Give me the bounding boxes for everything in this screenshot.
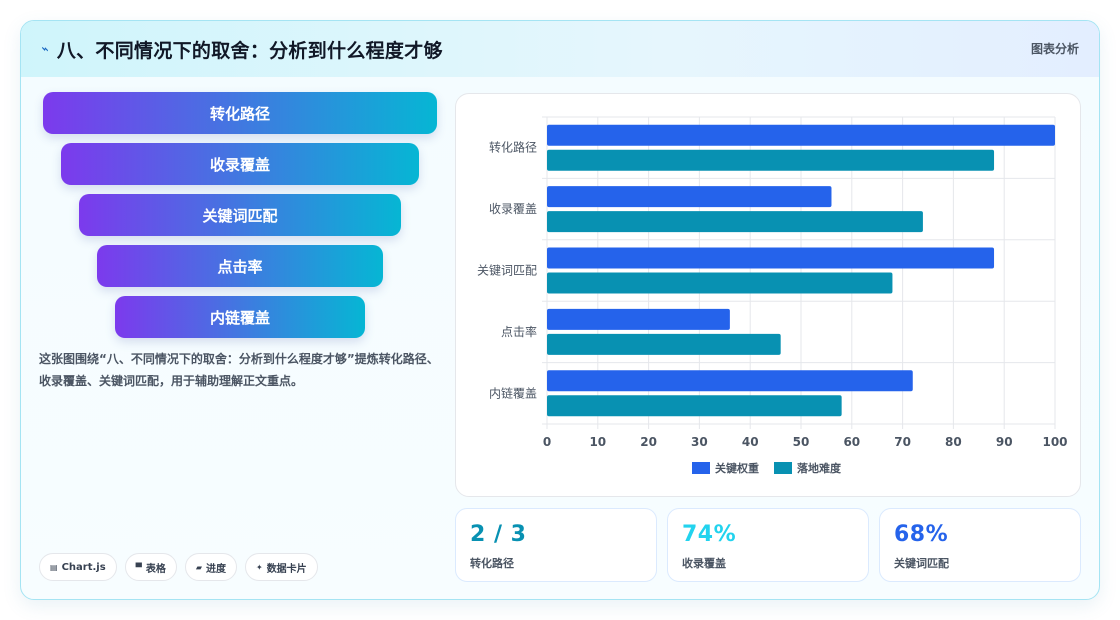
pill-label: 数据卡片 bbox=[266, 563, 307, 575]
bar-weight bbox=[547, 308, 730, 330]
funnel-step-5: 内链覆盖 bbox=[115, 296, 365, 338]
legend-label: 关键权重 bbox=[715, 461, 759, 475]
funnel-step-1: 转化路径 bbox=[43, 92, 437, 134]
pill-label: 进度 bbox=[205, 563, 226, 575]
progress-icon: ▰ bbox=[195, 562, 202, 572]
y-tick-label: 内链覆盖 bbox=[489, 385, 537, 400]
bar-weight bbox=[547, 124, 1055, 146]
stat-value: 74% bbox=[682, 522, 737, 547]
x-tick-label: 10 bbox=[589, 435, 606, 449]
y-tick-label: 收录覆盖 bbox=[489, 202, 537, 216]
header: ⌁ 八、不同情况下的取舍：分析到什么程度才够 图表分析 bbox=[21, 21, 1099, 77]
page-title: 八、不同情况下的取舍：分析到什么程度才够 bbox=[56, 39, 443, 62]
x-tick-label: 100 bbox=[1042, 435, 1067, 449]
pill-progress[interactable]: ▰ 进度 bbox=[184, 553, 237, 581]
pill-table[interactable]: ▀ 表格 bbox=[124, 553, 177, 581]
legend-swatch bbox=[774, 462, 792, 474]
bar-weight bbox=[547, 186, 832, 208]
x-tick-label: 70 bbox=[894, 435, 911, 449]
x-tick-label: 0 bbox=[543, 435, 551, 449]
x-tick-label: 30 bbox=[691, 435, 708, 449]
bar-difficulty bbox=[547, 211, 923, 233]
bar-difficulty bbox=[547, 333, 781, 355]
x-tick-label: 20 bbox=[640, 435, 657, 449]
bar-chart: 0 10 20 30 40 50 60 70 80 90 100 转化路径收录覆盖关键词匹配点击率内链… bbox=[477, 116, 1068, 475]
legend-label: 落地难度 bbox=[797, 461, 842, 475]
bar-weight bbox=[547, 370, 913, 392]
y-tick-label: 转化路径 bbox=[489, 140, 537, 155]
x-tick-label: 50 bbox=[793, 435, 810, 449]
funnel-step-4: 点击率 bbox=[97, 245, 383, 287]
stat-label: 转化路径 bbox=[470, 557, 514, 570]
sparkle-icon: ✦ bbox=[255, 562, 263, 572]
y-tick-label: 关键词匹配 bbox=[477, 264, 537, 278]
funnel-step-3: 关键词匹配 bbox=[79, 194, 401, 236]
funnel-step-2: 收录覆盖 bbox=[61, 143, 419, 185]
stat-value: 2 / 3 bbox=[470, 522, 527, 547]
chart-icon: ▤ bbox=[50, 562, 58, 572]
x-tick-label: 90 bbox=[996, 435, 1013, 449]
y-tick-label: 点击率 bbox=[501, 324, 537, 339]
pill-data-card[interactable]: ✦ 数据卡片 bbox=[244, 553, 318, 581]
pill-label: 表格 bbox=[145, 563, 166, 575]
bar-difficulty bbox=[547, 149, 995, 171]
chart-panel: 0 10 20 30 40 50 60 70 80 90 100 转化路径收录覆盖关键词匹配点击率内链… bbox=[455, 93, 1081, 497]
header-tag: 图表分析 bbox=[1030, 42, 1079, 56]
stat-value: 68% bbox=[894, 522, 949, 547]
x-tick-label: 40 bbox=[742, 435, 759, 449]
stat-card-2: 74% 收录覆盖 bbox=[667, 508, 869, 582]
bar-difficulty bbox=[547, 395, 842, 417]
bolt-icon: ⌁ bbox=[39, 40, 51, 58]
stat-card-1: 2 / 3 转化路径 bbox=[455, 508, 657, 582]
stat-label: 关键词匹配 bbox=[894, 557, 949, 570]
pill-label: Chart.js bbox=[61, 561, 106, 573]
legend-swatch bbox=[692, 462, 710, 474]
table-icon: ▀ bbox=[135, 562, 142, 572]
x-tick-label: 60 bbox=[843, 435, 860, 449]
bar-weight bbox=[547, 247, 995, 269]
stat-card-3: 68% 关键词匹配 bbox=[879, 508, 1081, 582]
pill-chartjs[interactable]: ▤ Chart.js bbox=[39, 553, 117, 581]
stat-label: 收录覆盖 bbox=[682, 557, 726, 570]
chart-description: 这张图围绕“八、不同情况下的取舍：分析到什么程度才够”提炼转化路径、收录覆盖、关… bbox=[39, 352, 439, 388]
main-card: ⌁ 八、不同情况下的取舍：分析到什么程度才够 图表分析 转化路径 收录覆盖 关键… bbox=[20, 20, 1100, 600]
x-tick-label: 80 bbox=[945, 435, 962, 449]
feature-pills: ▤ Chart.js ▀ 表格 ▰ 进度 ✦ 数据卡片 bbox=[39, 553, 318, 581]
bar-difficulty bbox=[547, 272, 893, 294]
